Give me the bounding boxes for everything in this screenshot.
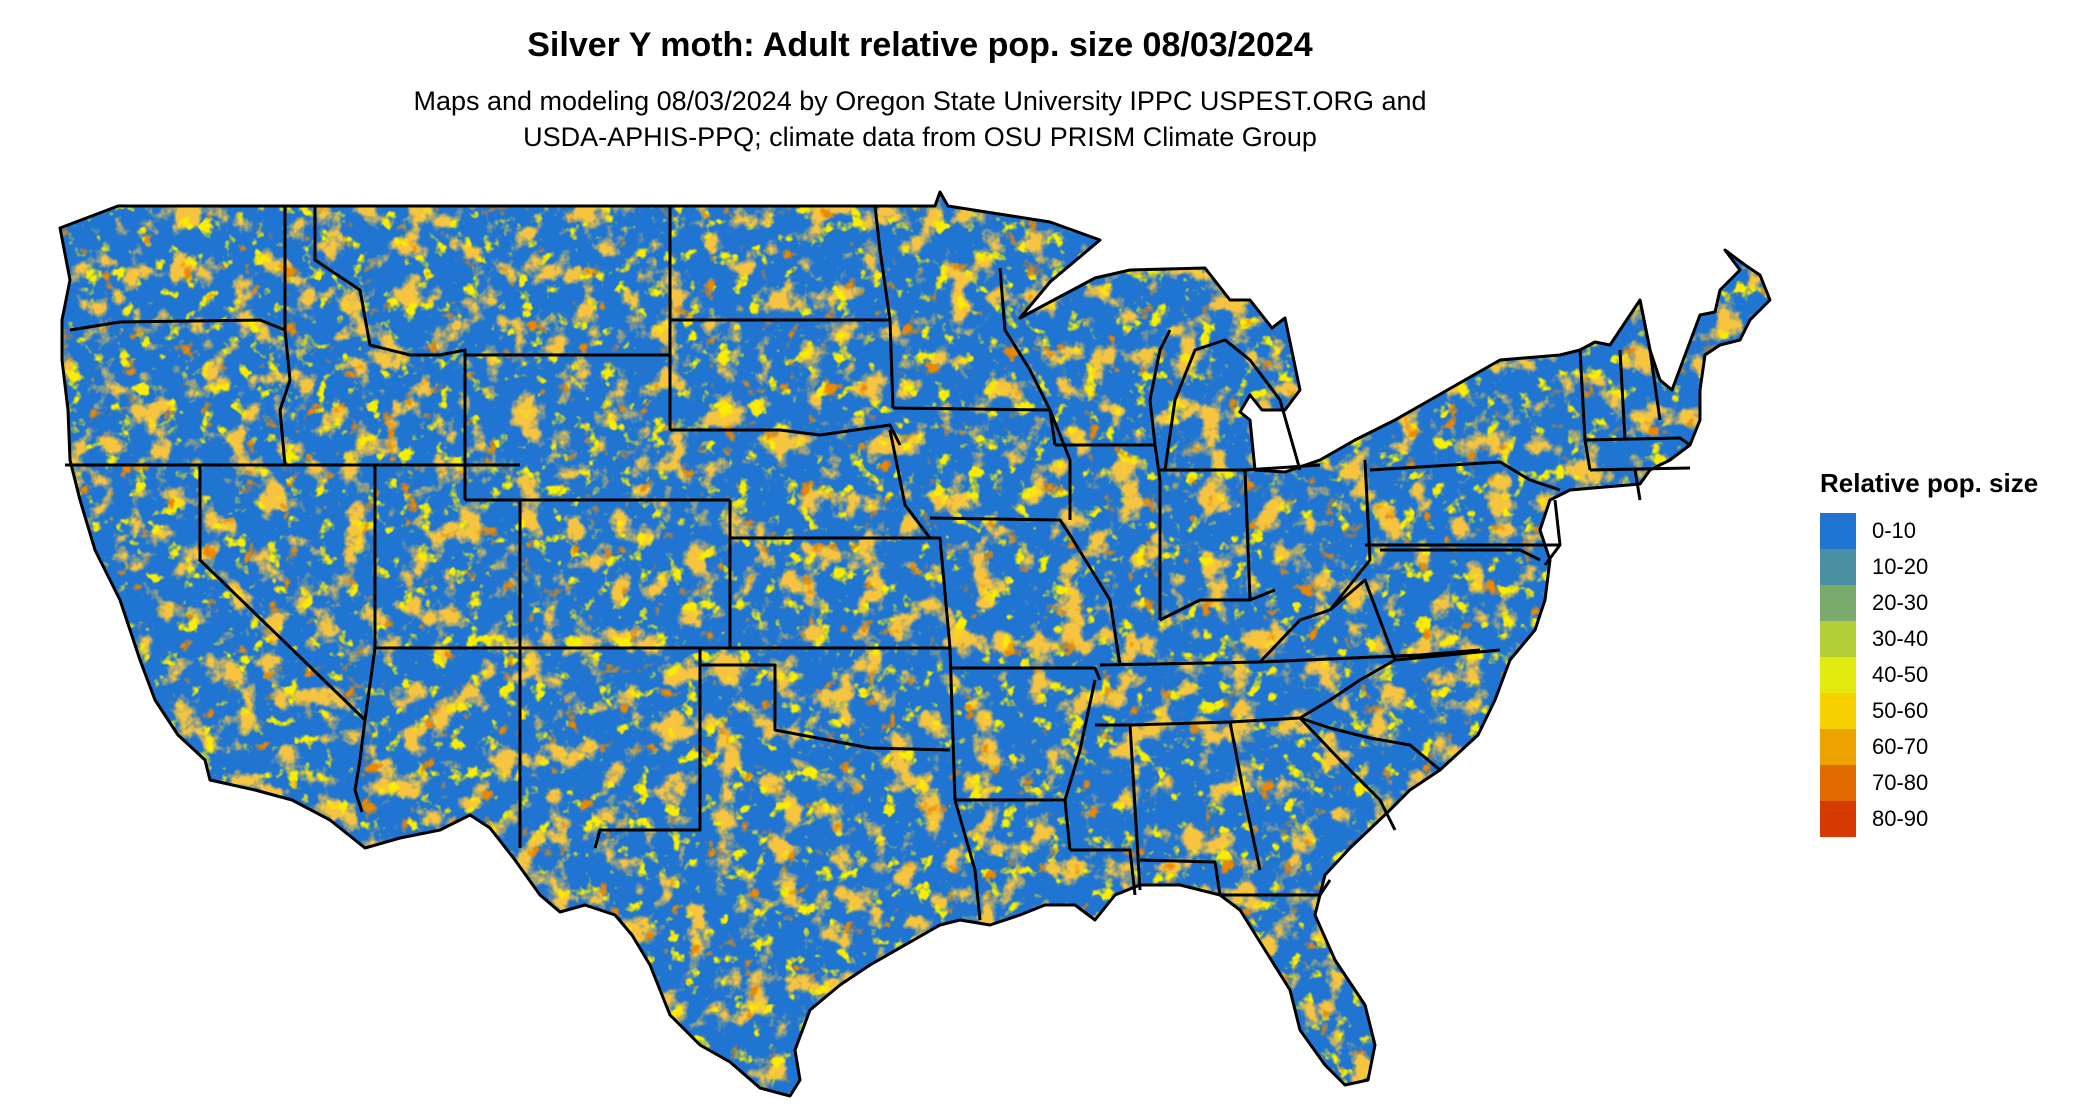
- legend-items: 0-10 10-20 20-30 30-40 40-50 50-60 60-70: [1820, 513, 2038, 837]
- border-vt-nh: [1618, 349, 1627, 441]
- legend-item: 20-30: [1820, 585, 2038, 621]
- legend-swatch: [1820, 765, 1856, 801]
- legend-label: 80-90: [1872, 806, 1929, 831]
- border-ga-sc: [1298, 716, 1397, 831]
- border-nm-tx-ok: [593, 648, 702, 849]
- border-mn-ia: [892, 406, 1051, 412]
- border-mo-il: [1068, 534, 1122, 666]
- border-ca-az: [353, 759, 364, 813]
- border-tn-ky: [1099, 648, 1481, 667]
- us-map: [58, 190, 1772, 1098]
- border-tn-ms-al-ga: [1095, 716, 1301, 727]
- legend-swatch: [1820, 621, 1856, 657]
- legend-label: 60-70: [1872, 734, 1929, 759]
- legend-label: 40-50: [1872, 662, 1929, 687]
- border-pa-md: [1380, 548, 1541, 562]
- border-ny-nj: [1543, 499, 1562, 566]
- map-title: Silver Y moth: Adult relative pop. size …: [527, 26, 1313, 64]
- legend-label: 30-40: [1872, 626, 1929, 651]
- legend-title: Relative pop. size: [1820, 468, 2039, 498]
- legend-item: 0-10: [1820, 513, 2038, 549]
- border-tx-la: [953, 799, 982, 921]
- border-in-ky: [1159, 588, 1276, 622]
- border-ny-pa: [1369, 460, 1561, 492]
- state-borders: [58, 190, 1772, 1098]
- border-la-ms: [1070, 848, 1137, 896]
- border-ms-al: [1128, 724, 1142, 891]
- border-nd-mn: [873, 205, 895, 409]
- border-mo-ar-tn: [950, 666, 1102, 681]
- legend-item: 80-90: [1820, 801, 2038, 837]
- border-ar-ms: [1063, 679, 1097, 851]
- legend-label: 20-30: [1872, 590, 1929, 615]
- border-ok-ar: [948, 647, 957, 801]
- legend-item: 60-70: [1820, 729, 2038, 765]
- border-in-oh: [1243, 469, 1252, 601]
- legend-swatch: [1820, 657, 1856, 693]
- border-ct-ri: [1633, 469, 1642, 501]
- legend-item: 40-50: [1820, 657, 2038, 693]
- border-al-fl: [1139, 858, 1222, 896]
- border-lake-michigan-wi: [1148, 329, 1172, 446]
- legend-swatch: [1820, 549, 1856, 585]
- border-ok-panhandle: [700, 663, 951, 752]
- border-lower-mi: [1163, 338, 1302, 471]
- border-ia-il: [1048, 409, 1072, 520]
- border-ia-mo: [929, 516, 1072, 536]
- border-id-mt: [313, 206, 467, 360]
- legend-label: 0-10: [1872, 518, 1917, 543]
- border-il-in: [1153, 444, 1162, 620]
- border-sd-ne: [670, 423, 902, 446]
- border-ny-ma: [1584, 436, 1691, 447]
- legend-item: 70-80: [1820, 765, 2038, 801]
- border-ne-ia: [888, 429, 932, 539]
- legend-item: 50-60: [1820, 693, 2038, 729]
- border-va-nc: [1394, 648, 1501, 662]
- border-or-id: [278, 329, 292, 466]
- map-heat-layer-red: [60, 192, 1770, 1096]
- legend-swatch: [1820, 801, 1856, 837]
- legend-label: 10-20: [1872, 554, 1929, 579]
- border-mn-wi: [998, 267, 1057, 446]
- map-raster: [60, 192, 1770, 1096]
- border-oh-wv-pa: [1328, 459, 1372, 611]
- border-ma-ct-ri: [1589, 466, 1691, 472]
- legend-swatch: [1820, 693, 1856, 729]
- legend-swatch: [1820, 513, 1856, 549]
- border-ga-fl: [1220, 879, 1332, 897]
- border-wa-or: [69, 318, 286, 332]
- legend-item: 30-40: [1820, 621, 2038, 657]
- border-nh-me: [1638, 299, 1662, 421]
- map-subtitle-line-2: USDA-APHIS-PPQ; climate data from OSU PR…: [523, 122, 1317, 152]
- legend-label: 70-80: [1872, 770, 1929, 795]
- legend-swatch: [1820, 729, 1856, 765]
- border-ks-mo: [890, 536, 952, 649]
- border-nc-sc: [1299, 716, 1441, 772]
- legend: Relative pop. size 0-10 10-20 20-30 30-4…: [1820, 468, 2038, 837]
- border-ca-nv: [198, 465, 367, 761]
- legend-swatch: [1820, 585, 1856, 621]
- legend-label: 50-60: [1872, 698, 1929, 723]
- border-nv-az: [363, 647, 377, 721]
- border-al-ga: [1228, 721, 1262, 871]
- legend-item: 10-20: [1820, 549, 2038, 585]
- border-nc-tn: [1299, 658, 1396, 720]
- map-subtitle-line-1: Maps and modeling 08/03/2024 by Oregon S…: [413, 86, 1427, 116]
- border-mi-in-oh: [1160, 463, 1321, 472]
